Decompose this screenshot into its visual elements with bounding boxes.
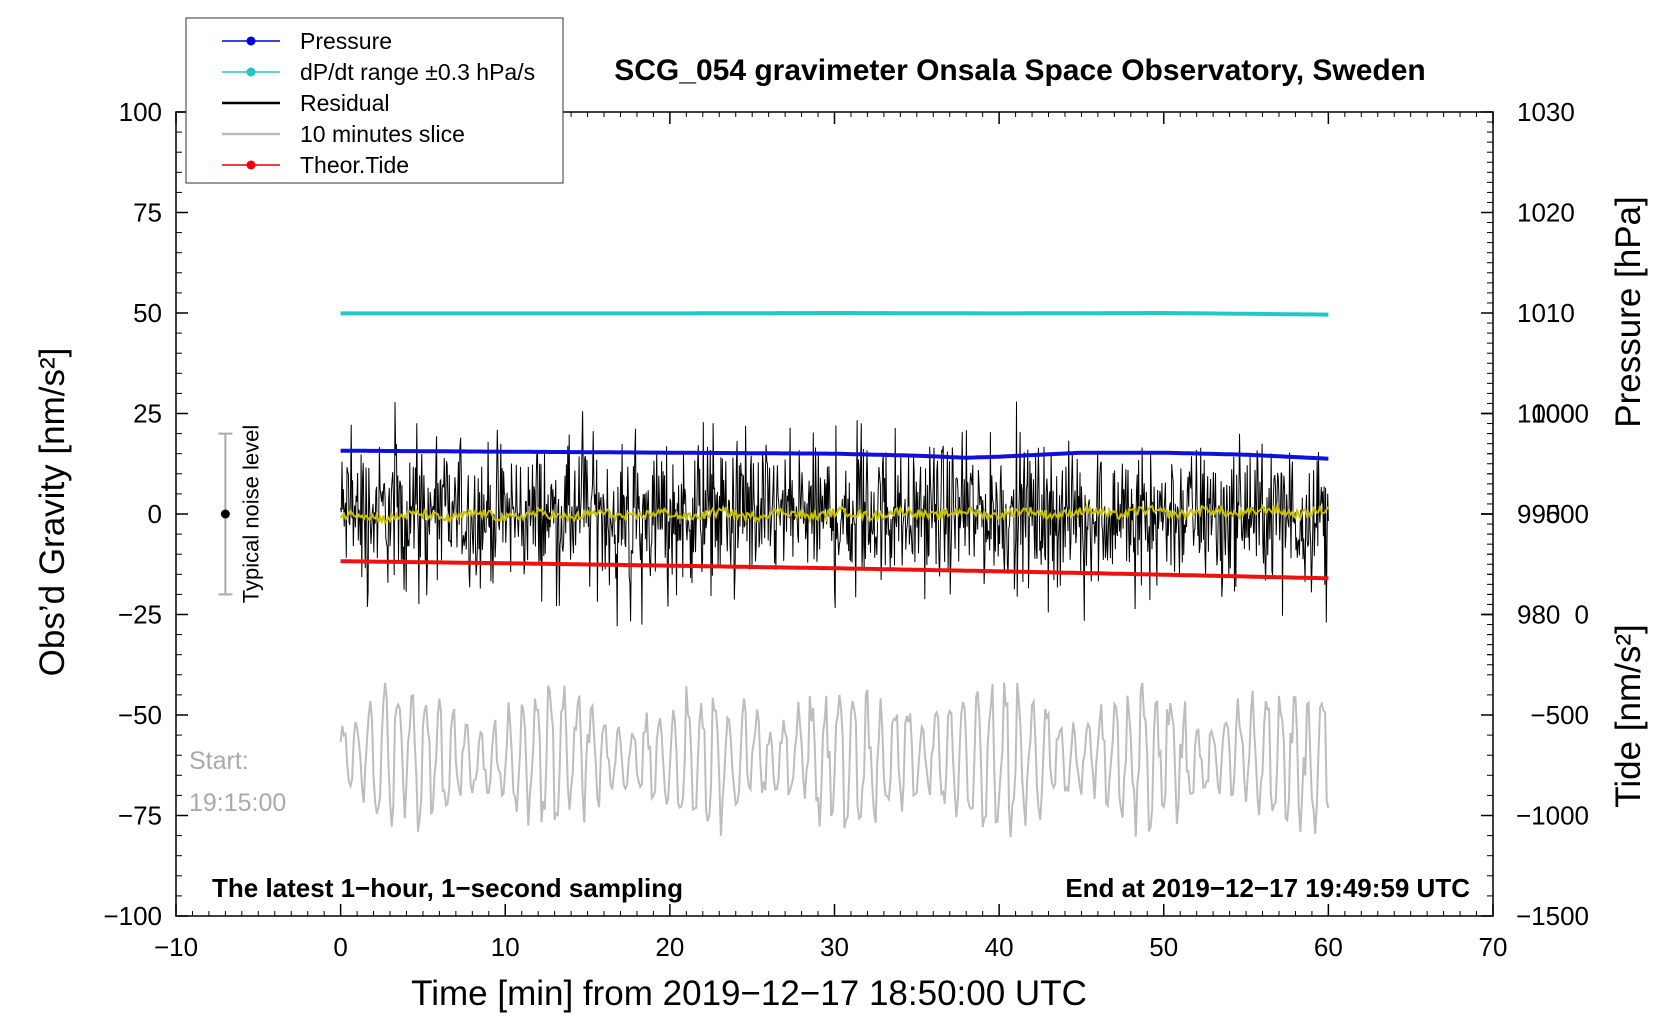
- x-tick-label: 10: [491, 932, 520, 962]
- tide-tick-label: 500: [1546, 499, 1589, 529]
- tide-tick-label: 0: [1575, 600, 1589, 630]
- slice-start-label: Start:: [189, 747, 249, 775]
- residual-smoothed-line: [339, 502, 1330, 526]
- tide-tick-label: −1500: [1516, 901, 1589, 931]
- x-tick-label: 40: [985, 932, 1014, 962]
- pressure-line: [340, 448, 1329, 461]
- sampling-annotation: The latest 1−hour, 1−second sampling: [212, 873, 683, 903]
- y-tick-label: 0: [148, 499, 162, 529]
- pressure-tick-label: 1030: [1517, 97, 1575, 127]
- tide-axis-label: Tide [nm/s²]: [1609, 624, 1648, 807]
- x-tick-label: 60: [1314, 932, 1343, 962]
- pressure-tick-label: 990: [1517, 499, 1560, 529]
- x-tick-label: 30: [820, 932, 849, 962]
- y-axis-label-left: Obs’d Gravity [nm/s²]: [33, 348, 72, 677]
- pressure-tick-label: 980: [1517, 600, 1560, 630]
- x-tick-label: 70: [1479, 932, 1508, 962]
- legend: Pressure dP/dt range ±0.3 hPa/s Residual 10…: [185, 17, 564, 184]
- legend-label: dP/dt range ±0.3 hPa/s: [300, 59, 535, 85]
- pressure-tick-label: 1010: [1517, 298, 1575, 328]
- y-tick-label: −75: [118, 801, 162, 831]
- legend-marker: [246, 160, 256, 170]
- legend-marker: [246, 67, 256, 77]
- tide-tick-label: −500: [1530, 700, 1589, 730]
- y-axis-left: 100 75 50 25 0 −25 −50 −75 −100: [103, 97, 188, 931]
- legend-label: Pressure: [300, 28, 392, 54]
- y-tick-label: 25: [133, 399, 162, 429]
- slice-start-time: 19:15:00: [189, 789, 286, 817]
- y-tick-label: −50: [118, 700, 162, 730]
- x-tick-label: 20: [655, 932, 684, 962]
- legend-label: Residual: [300, 90, 390, 116]
- tide-tick-label: 1000: [1531, 399, 1589, 429]
- x-tick-label: 50: [1149, 932, 1178, 962]
- legend-box: [185, 17, 564, 184]
- tide-axis: 1000 500 0 −500 −1000 −1500: [1481, 399, 1589, 931]
- noise-indicator: [218, 432, 233, 596]
- pressure-tick-label: 1020: [1517, 198, 1575, 228]
- noise-label: Typical noise level: [238, 425, 263, 604]
- legend-marker: [246, 36, 256, 46]
- pressure-axis-label: Pressure [hPa]: [1609, 196, 1648, 428]
- noise-center-point: [220, 509, 230, 519]
- ten-minute-slice-line: [339, 682, 1330, 838]
- legend-label: 10 minutes slice: [300, 121, 465, 147]
- x-axis-label: Time [min] from 2019−12−17 18:50:00 UTC: [411, 974, 1087, 1013]
- dpdt-line: [340, 311, 1329, 317]
- legend-label: Theor.Tide: [300, 152, 409, 178]
- x-axis: −10 0 10 20 30 40 50 60 70: [154, 112, 1508, 962]
- series-layer: [339, 311, 1330, 838]
- chart-title: SCG_054 gravimeter Onsala Space Observat…: [614, 54, 1426, 87]
- y-tick-label: −100: [103, 901, 162, 931]
- pressure-axis: 1030 1020 1010 1000 990 980: [1481, 97, 1575, 666]
- residual-line: [340, 401, 1329, 627]
- pressure-tick-label: 1000: [1517, 399, 1575, 429]
- tide-line: [340, 559, 1329, 581]
- y-tick-label: −25: [118, 600, 162, 630]
- end-time-annotation: End at 2019−12−17 19:49:59 UTC: [1065, 873, 1470, 903]
- y-tick-label: 50: [133, 298, 162, 328]
- y-tick-label: 75: [133, 198, 162, 228]
- y-tick-label: 100: [119, 97, 162, 127]
- x-tick-label: −10: [154, 932, 198, 962]
- tide-tick-label: −1000: [1516, 801, 1589, 831]
- x-tick-label: 0: [333, 932, 347, 962]
